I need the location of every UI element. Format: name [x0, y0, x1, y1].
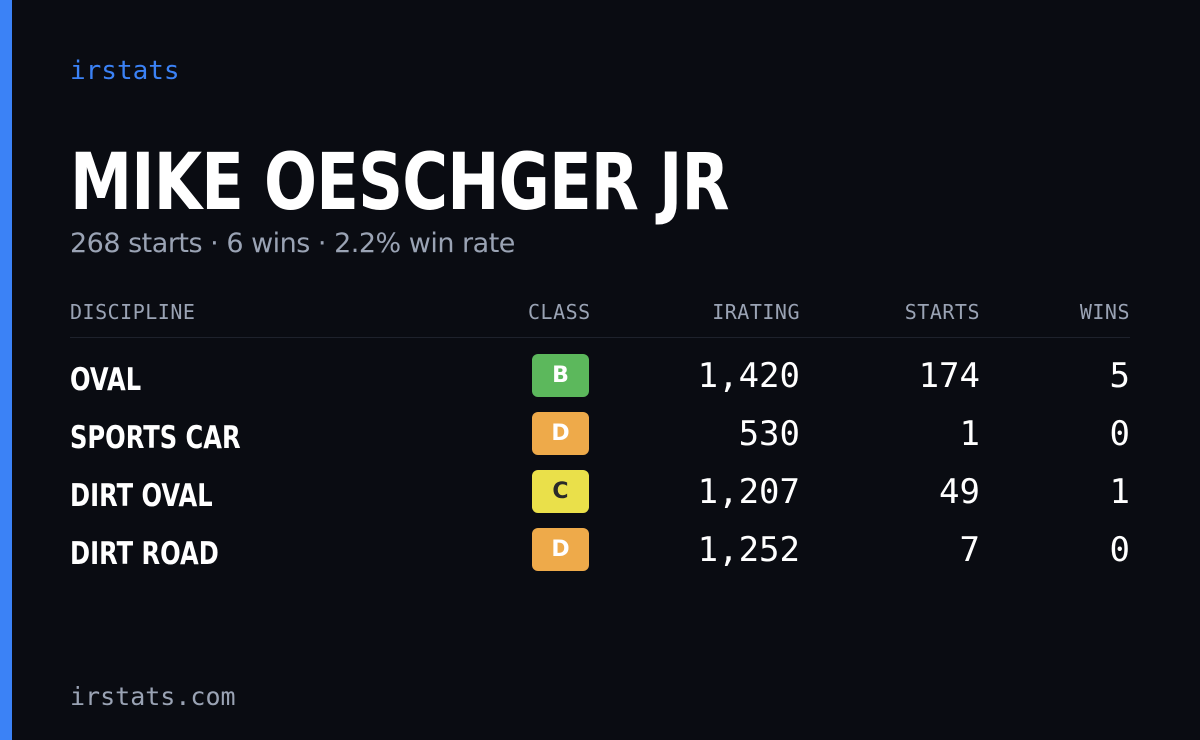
header-irating: IRATING	[712, 300, 800, 324]
discipline-label: DIRT ROAD	[70, 536, 219, 572]
class-badge: B	[532, 354, 589, 397]
discipline-label: SPORTS CAR	[70, 420, 241, 456]
irating-value: 530	[738, 414, 800, 454]
irating-value: 1,252	[697, 530, 800, 570]
starts-value: 1	[959, 414, 980, 454]
table-row-sports-car: SPORTS CAR D 530 1 0	[70, 412, 1130, 462]
starts-value: 7	[959, 530, 980, 570]
irating-value: 1,420	[697, 356, 800, 396]
header-starts: STARTS	[904, 300, 980, 324]
class-badge: D	[532, 528, 589, 571]
irating-value: 1,207	[697, 472, 800, 512]
driver-summary: 268 starts · 6 wins · 2.2% win rate	[70, 228, 515, 259]
wins-value: 1	[1109, 472, 1130, 512]
starts-value: 49	[939, 472, 980, 512]
starts-value: 174	[918, 356, 980, 396]
brand-logo-text: irstats	[70, 56, 180, 86]
table-row-oval: OVAL B 1,420 174 5	[70, 354, 1130, 404]
discipline-label: DIRT OVAL	[70, 478, 213, 514]
wins-value: 0	[1109, 414, 1130, 454]
table-row-dirt-oval: DIRT OVAL C 1,207 49 1	[70, 470, 1130, 520]
class-badge: C	[532, 470, 589, 513]
class-badge: D	[532, 412, 589, 455]
discipline-label: OVAL	[70, 362, 142, 398]
footer-url: irstats.com	[70, 682, 236, 711]
header-wins: WINS	[1079, 300, 1130, 324]
stats-table-header: DISCIPLINE CLASS IRATING STARTS WINS	[70, 300, 1130, 338]
table-row-dirt-road: DIRT ROAD D 1,252 7 0	[70, 528, 1130, 578]
wins-value: 0	[1109, 530, 1130, 570]
header-discipline: DISCIPLINE	[70, 300, 196, 324]
wins-value: 5	[1109, 356, 1130, 396]
driver-name: MIKE OESCHGER JR	[70, 138, 730, 228]
header-class: CLASS	[528, 300, 591, 324]
accent-bar	[0, 0, 12, 740]
